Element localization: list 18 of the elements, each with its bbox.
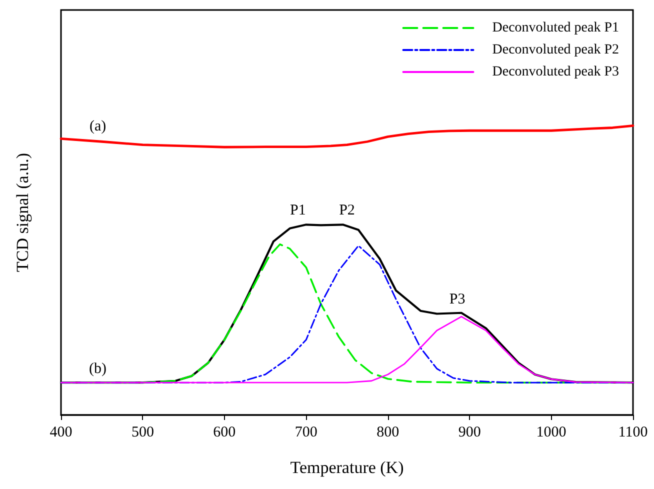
x-axis-title: Temperature (K) bbox=[290, 458, 404, 477]
x-tick-label: 1100 bbox=[618, 424, 648, 440]
x-tick-label: 1000 bbox=[536, 424, 566, 440]
annotation: P2 bbox=[339, 202, 355, 218]
annotation: (a) bbox=[89, 118, 106, 135]
x-tick-label: 600 bbox=[213, 424, 236, 440]
annotation: P1 bbox=[290, 202, 306, 218]
legend-label: Deconvoluted peak P2 bbox=[492, 42, 620, 58]
y-axis-title: TCD signal (a.u.) bbox=[13, 153, 32, 272]
legend-label: Deconvoluted peak P3 bbox=[492, 64, 620, 80]
x-tick-label: 400 bbox=[50, 424, 72, 440]
x-tick-label: 700 bbox=[294, 424, 318, 440]
x-tick-label: 800 bbox=[376, 424, 400, 440]
annotation: P3 bbox=[449, 291, 466, 308]
x-tick-label: 900 bbox=[458, 424, 481, 440]
legend-label: Deconvoluted peak P1 bbox=[492, 20, 620, 36]
x-tick-label: 500 bbox=[131, 424, 154, 440]
annotation: (b) bbox=[89, 361, 107, 378]
